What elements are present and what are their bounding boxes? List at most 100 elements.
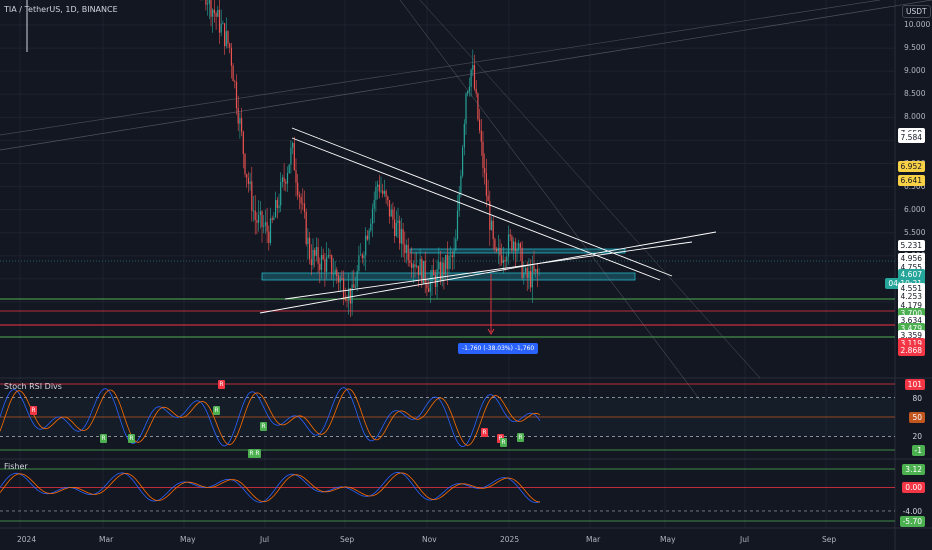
candle bbox=[489, 201, 491, 230]
candle bbox=[263, 225, 265, 227]
candle bbox=[235, 81, 238, 109]
candle bbox=[497, 247, 499, 251]
candle bbox=[254, 210, 256, 221]
currency-button[interactable]: USDT bbox=[902, 5, 931, 18]
candle bbox=[441, 262, 443, 281]
candle bbox=[368, 230, 370, 240]
candle bbox=[524, 268, 527, 272]
fisher-title[interactable]: Fisher bbox=[4, 462, 28, 471]
measure-arrow bbox=[487, 328, 495, 335]
candle bbox=[227, 31, 229, 44]
candle bbox=[507, 234, 510, 257]
candle bbox=[523, 271, 525, 278]
candle bbox=[239, 118, 241, 124]
candle bbox=[409, 260, 411, 264]
candle bbox=[213, 9, 215, 14]
divergence-marker: R bbox=[218, 380, 225, 389]
symbol-title[interactable]: TIA / TetherUS, 1D, BINANCE bbox=[4, 5, 118, 14]
candle bbox=[212, 9, 214, 17]
price-badge: 6.952 bbox=[897, 160, 925, 172]
candle bbox=[445, 254, 447, 275]
candle bbox=[378, 184, 380, 192]
candle bbox=[516, 249, 518, 252]
candle bbox=[538, 272, 540, 274]
stoch-rsi-title[interactable]: Stoch RSI Divs bbox=[4, 382, 62, 391]
price-badge: 3.634 bbox=[897, 315, 925, 327]
divergence-marker: R bbox=[517, 433, 524, 442]
candle bbox=[417, 265, 419, 275]
candle bbox=[361, 254, 363, 259]
candle bbox=[286, 172, 289, 184]
candle bbox=[309, 237, 311, 260]
candle bbox=[405, 245, 408, 254]
price-badge: 3.700 bbox=[897, 307, 925, 319]
candle bbox=[259, 211, 261, 215]
price-badge: 4.551 bbox=[897, 283, 925, 295]
candle bbox=[407, 245, 409, 261]
divergence-marker: R bbox=[481, 428, 488, 437]
stoch-tick: 101 bbox=[904, 379, 925, 390]
candle bbox=[218, 9, 221, 33]
candle bbox=[438, 261, 440, 270]
stoch-d-line bbox=[0, 388, 541, 446]
candle bbox=[455, 239, 457, 251]
candle bbox=[397, 220, 399, 223]
candle bbox=[290, 147, 292, 165]
price-tick: 8.500 bbox=[904, 89, 926, 99]
candle bbox=[326, 257, 328, 272]
candle bbox=[220, 23, 222, 33]
price-tick: 5.500 bbox=[904, 227, 926, 237]
candle bbox=[237, 108, 239, 124]
price-tick: 9.000 bbox=[904, 66, 926, 76]
price-badge: 6.641 bbox=[897, 175, 925, 187]
candle bbox=[303, 203, 306, 213]
candle bbox=[315, 247, 317, 256]
candle bbox=[482, 141, 484, 168]
candle bbox=[370, 223, 372, 231]
candle bbox=[305, 212, 307, 244]
candle bbox=[424, 260, 426, 284]
candle bbox=[281, 177, 283, 182]
candle bbox=[402, 229, 404, 245]
time-tick: Sep bbox=[822, 535, 837, 544]
candle bbox=[244, 153, 246, 175]
candle bbox=[530, 271, 532, 288]
candle bbox=[215, 13, 217, 17]
candle bbox=[412, 264, 414, 268]
price-badge: 4.607 bbox=[897, 268, 925, 280]
candle bbox=[293, 143, 295, 171]
candle bbox=[501, 255, 503, 263]
candle bbox=[473, 65, 476, 89]
candle bbox=[208, 0, 210, 4]
fisher-tick: -4.00 bbox=[902, 506, 922, 516]
candle bbox=[382, 190, 384, 194]
candle bbox=[351, 284, 353, 304]
candle bbox=[518, 243, 520, 250]
candle bbox=[266, 222, 268, 232]
price-badge: 4.755 bbox=[897, 262, 925, 274]
candle bbox=[320, 254, 323, 270]
time-tick: 2025 bbox=[500, 535, 520, 544]
candle bbox=[531, 265, 533, 288]
candle bbox=[487, 195, 489, 202]
candle bbox=[395, 222, 397, 237]
candle bbox=[234, 81, 236, 82]
candle bbox=[258, 214, 260, 223]
candle bbox=[462, 147, 464, 176]
time-tick: Jul bbox=[260, 535, 270, 544]
candle bbox=[504, 260, 506, 262]
candle bbox=[383, 190, 385, 194]
price-tick: 9.500 bbox=[904, 43, 926, 53]
candle bbox=[428, 288, 430, 292]
candle bbox=[490, 220, 493, 230]
candle bbox=[336, 269, 338, 277]
candle bbox=[388, 200, 391, 217]
candle bbox=[453, 250, 455, 258]
divergence-marker: R bbox=[30, 406, 37, 415]
candle bbox=[479, 119, 481, 131]
candle bbox=[416, 265, 418, 268]
stoch-tick: 80 bbox=[912, 393, 922, 403]
candle bbox=[470, 69, 472, 87]
price-badge: 4.956 bbox=[897, 252, 925, 264]
